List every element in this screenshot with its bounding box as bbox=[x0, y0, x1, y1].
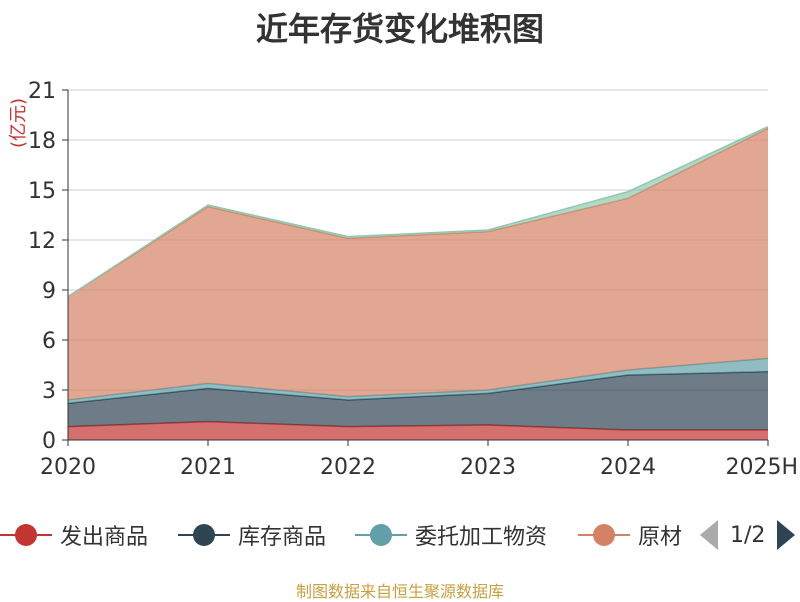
legend-marker bbox=[355, 513, 407, 557]
legend-prev-page-button[interactable] bbox=[700, 520, 718, 550]
area-series-1 bbox=[68, 371, 768, 430]
y-tick-label: 21 bbox=[28, 79, 56, 104]
legend-label: 委托加工物资 bbox=[415, 525, 548, 550]
area-series-0 bbox=[68, 421, 768, 440]
chart-title: 近年存货变化堆积图 bbox=[255, 10, 544, 48]
area-series-line-4 bbox=[67, 125, 769, 298]
y-tick-label: 18 bbox=[28, 129, 56, 154]
legend-item-raw-materials[interactable]: 原材 bbox=[578, 513, 682, 557]
area-series-2 bbox=[68, 358, 768, 404]
x-tick-label: 2025H bbox=[725, 455, 798, 480]
y-tick-label: 9 bbox=[42, 279, 56, 304]
legend-next-page-button[interactable] bbox=[777, 520, 796, 550]
legend-item-consigned-processing[interactable]: 委托加工物资 bbox=[355, 513, 547, 557]
x-tick-labels: 2020 2021 2022 2023 2024 2025H bbox=[40, 455, 798, 480]
y-tick-label: 0 bbox=[42, 429, 56, 454]
area-series-3 bbox=[68, 128, 768, 401]
legend-label: 库存商品 bbox=[238, 525, 327, 550]
x-tick-label: 2020 bbox=[40, 455, 96, 480]
axes bbox=[62, 89, 769, 446]
data-source-note: 制图数据来自恒生聚源数据库 bbox=[295, 582, 504, 601]
x-tick-label: 2024 bbox=[600, 455, 656, 480]
y-tick-labels: 0 3 6 9 12 15 18 21 bbox=[28, 79, 56, 454]
legend-page-indicator: 1/2 bbox=[730, 522, 766, 548]
y-tick-label: 3 bbox=[42, 379, 56, 404]
legend-viewport: 发出商品 库存商品 委托加工物资 原材 bbox=[0, 513, 683, 557]
y-tick-label: 12 bbox=[28, 229, 56, 254]
y-tick-label: 6 bbox=[42, 329, 56, 354]
x-tick-label: 2021 bbox=[180, 455, 236, 480]
legend-label: 发出商品 bbox=[60, 525, 149, 550]
legend-marker bbox=[0, 513, 52, 557]
legend-pager: 1/2 bbox=[700, 518, 796, 552]
area-series bbox=[67, 125, 769, 440]
legend-marker bbox=[178, 513, 230, 557]
x-tick-label: 2022 bbox=[320, 455, 376, 480]
legend-item-finished-goods[interactable]: 库存商品 bbox=[178, 513, 326, 557]
y-tick-label: 15 bbox=[28, 179, 56, 204]
legend-label: 原材 bbox=[638, 525, 683, 550]
legend: 发出商品 库存商品 委托加工物资 原材 bbox=[0, 513, 800, 557]
legend-marker bbox=[578, 513, 630, 557]
x-tick-label: 2023 bbox=[460, 455, 516, 480]
legend-item-shipped-goods[interactable]: 发出商品 bbox=[0, 513, 148, 557]
